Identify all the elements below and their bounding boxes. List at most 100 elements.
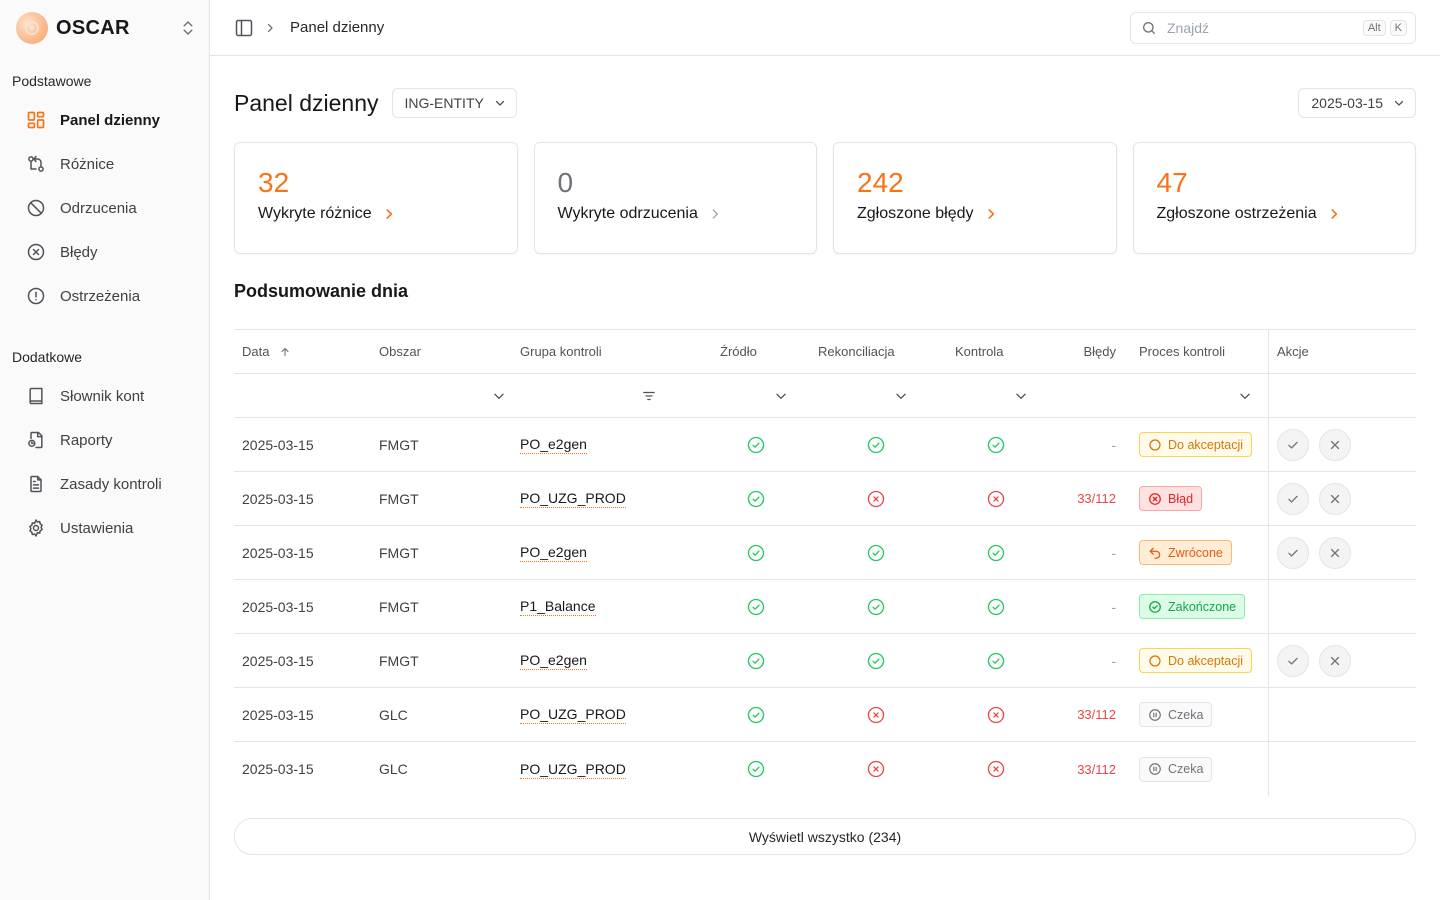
reject-button[interactable] bbox=[1319, 482, 1351, 515]
filter-cell-errors bbox=[1056, 374, 1116, 417]
stat-link[interactable]: Wykryte różnice bbox=[258, 205, 494, 223]
check-circle-icon bbox=[746, 705, 766, 725]
cell-control bbox=[936, 580, 1056, 633]
errors-value[interactable]: 33/112 bbox=[1077, 761, 1116, 777]
errors-value: - bbox=[1111, 544, 1116, 561]
cell-group: PO_e2gen bbox=[520, 634, 696, 687]
sidebar-item-reports[interactable]: Raporty bbox=[12, 418, 198, 462]
table-row: 2025-03-15 GLC PO_UZG_PROD 33/112 Czeka bbox=[234, 688, 1416, 742]
column-label: Rekonciliacja bbox=[818, 344, 895, 359]
sidebar-item-settings[interactable]: Ustawienia bbox=[12, 506, 198, 550]
stat-link[interactable]: Zgłoszone błędy bbox=[857, 205, 1093, 223]
sidebar-item-errors[interactable]: Błędy bbox=[12, 230, 198, 274]
group-link[interactable]: PO_e2gen bbox=[520, 544, 587, 562]
stat-label: Zgłoszone ostrzeżenia bbox=[1156, 205, 1317, 222]
column-label: Błędy bbox=[1083, 344, 1116, 359]
cell-errors: 33/112 bbox=[1056, 742, 1116, 796]
filter-source-dropdown[interactable] bbox=[696, 374, 816, 417]
sidebar-item-panel[interactable]: Panel dzienny bbox=[12, 98, 198, 142]
date-select[interactable]: 2025-03-15 bbox=[1298, 88, 1416, 118]
check-circle-icon bbox=[866, 651, 886, 671]
search-input[interactable] bbox=[1167, 20, 1359, 36]
filter-reconciliation-dropdown[interactable] bbox=[816, 374, 936, 417]
stat-link[interactable]: Zgłoszone ostrzeżenia bbox=[1157, 205, 1393, 223]
group-link[interactable]: PO_e2gen bbox=[520, 436, 587, 454]
column-header-source[interactable]: Źródło bbox=[696, 330, 816, 373]
cell-process: Zwrócone bbox=[1116, 526, 1268, 579]
stat-link[interactable]: Wykryte odrzucenia bbox=[558, 205, 794, 223]
chevron-down-icon bbox=[1238, 389, 1252, 403]
check-icon bbox=[1288, 657, 1298, 665]
stat-card-differences[interactable]: 32 Wykryte różnice bbox=[234, 142, 518, 254]
check-circle-icon bbox=[746, 543, 766, 563]
column-header-area[interactable]: Obszar bbox=[379, 330, 520, 373]
status-badge: Do akceptacji bbox=[1139, 648, 1253, 673]
stat-card-rejections[interactable]: 0 Wykryte odrzucenia bbox=[533, 142, 817, 254]
filter-area-dropdown[interactable] bbox=[379, 374, 520, 417]
errors-value: - bbox=[1111, 436, 1116, 453]
cell-actions bbox=[1268, 688, 1372, 741]
errors-value: - bbox=[1111, 598, 1116, 615]
group-link[interactable]: PO_UZG_PROD bbox=[520, 706, 626, 724]
sidebar-item-differences[interactable]: Różnice bbox=[12, 142, 198, 186]
cell-area: FMGT bbox=[379, 490, 419, 507]
errors-value[interactable]: 33/112 bbox=[1077, 491, 1116, 506]
column-header-reconciliation[interactable]: Rekonciliacja bbox=[816, 330, 936, 373]
errors-value[interactable]: 33/112 bbox=[1077, 707, 1116, 722]
breadcrumb[interactable]: Panel dzienny bbox=[290, 19, 385, 36]
sidebar-item-label: Zasady kontroli bbox=[60, 475, 162, 493]
sidebar-item-warnings[interactable]: Ostrzeżenia bbox=[12, 274, 198, 318]
brand[interactable]: OSCAR bbox=[0, 0, 209, 56]
column-label: Proces kontroli bbox=[1139, 344, 1225, 359]
cell-reconciliation bbox=[816, 742, 936, 796]
view-all-button[interactable]: Wyświetl wszystko (234) bbox=[234, 818, 1416, 855]
filter-control-dropdown[interactable] bbox=[936, 374, 1056, 417]
column-header-process[interactable]: Proces kontroli bbox=[1116, 330, 1268, 373]
cell-area: FMGT bbox=[379, 598, 419, 615]
cell-group: PO_UZG_PROD bbox=[520, 742, 696, 796]
cell-date: 2025-03-15 bbox=[242, 652, 314, 669]
nav-basic: Panel dzienny Różnice Odrzucenia Błędy O… bbox=[12, 98, 198, 318]
sidebar-item-control-rules[interactable]: Zasady kontroli bbox=[12, 462, 198, 506]
cell-reconciliation bbox=[816, 472, 936, 525]
column-header-group[interactable]: Grupa kontroli bbox=[520, 330, 696, 373]
status-badge: Zakończone bbox=[1139, 594, 1246, 619]
stat-card-errors[interactable]: 242 Zgłoszone błędy bbox=[833, 142, 1117, 254]
approve-button[interactable] bbox=[1277, 536, 1309, 569]
reject-button[interactable] bbox=[1319, 428, 1351, 461]
group-link[interactable]: P1_Balance bbox=[520, 598, 596, 616]
group-link[interactable]: PO_e2gen bbox=[520, 652, 587, 670]
sidebar-item-rejections[interactable]: Odrzucenia bbox=[12, 186, 198, 230]
cell-actions bbox=[1268, 580, 1372, 633]
status-label: Zwrócone bbox=[1168, 545, 1223, 560]
cell-reconciliation bbox=[816, 634, 936, 687]
approve-button[interactable] bbox=[1277, 644, 1309, 677]
sort-arrow-up-icon[interactable] bbox=[279, 346, 291, 358]
entity-select[interactable]: ING-ENTITY bbox=[391, 88, 517, 118]
sidebar-item-accounts[interactable]: Słownik kont bbox=[12, 374, 198, 418]
chevron-down-icon bbox=[494, 97, 506, 109]
group-link[interactable]: PO_UZG_PROD bbox=[520, 760, 626, 779]
chevrons-up-down-icon[interactable] bbox=[179, 19, 197, 37]
search-box[interactable]: Alt K bbox=[1130, 12, 1416, 44]
column-header-date[interactable]: Data bbox=[234, 330, 379, 373]
reject-button[interactable] bbox=[1319, 536, 1351, 569]
sidebar-item-label: Panel dzienny bbox=[60, 111, 161, 129]
entity-value: ING-ENTITY bbox=[404, 95, 484, 111]
approve-button[interactable] bbox=[1277, 482, 1309, 515]
reject-button[interactable] bbox=[1319, 644, 1351, 677]
approve-button[interactable] bbox=[1277, 428, 1309, 461]
stats-cards: 32 Wykryte różnice 0 Wykryte odrzucenia … bbox=[234, 142, 1416, 254]
cell-group: PO_e2gen bbox=[520, 418, 696, 471]
column-header-control[interactable]: Kontrola bbox=[936, 330, 1056, 373]
sidebar-toggle-icon[interactable] bbox=[234, 18, 254, 38]
circle-icon bbox=[1148, 438, 1162, 452]
filter-process-dropdown[interactable] bbox=[1116, 374, 1268, 417]
dashboard-icon bbox=[26, 110, 46, 130]
column-header-errors[interactable]: Błędy bbox=[1056, 330, 1116, 373]
group-link[interactable]: PO_UZG_PROD bbox=[520, 490, 626, 508]
filter-group-button[interactable] bbox=[520, 374, 696, 417]
status-badge: Czeka bbox=[1139, 702, 1213, 727]
chevron-down-icon bbox=[492, 389, 506, 403]
stat-card-warnings[interactable]: 47 Zgłoszone ostrzeżenia bbox=[1132, 142, 1416, 254]
